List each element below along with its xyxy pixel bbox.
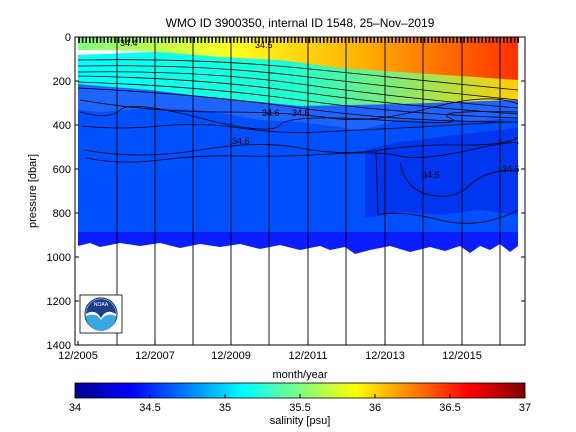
x-tick-label: 12/2005 bbox=[58, 350, 98, 362]
contour-line bbox=[77, 75, 519, 115]
colorbar-label: salinity [psu] bbox=[270, 415, 331, 427]
contour-label: 34.5 bbox=[255, 40, 273, 50]
contour-label: 34.5 bbox=[502, 164, 520, 174]
contour-line bbox=[77, 71, 519, 109]
y-tick-label: 1000 bbox=[47, 252, 71, 264]
colorbar-tick-label: 35.5 bbox=[289, 402, 310, 414]
contour-line bbox=[399, 161, 519, 197]
salinity-surface-band bbox=[78, 37, 518, 80]
contour-label: 34.4 bbox=[120, 38, 138, 48]
contour-line bbox=[83, 137, 519, 156]
x-tick-label: 12/2009 bbox=[211, 350, 251, 362]
y-axis-label: pressure [dbar] bbox=[27, 154, 39, 228]
contour-line bbox=[77, 65, 519, 101]
x-axis-label: month/year bbox=[272, 369, 327, 381]
colorbar-tick-label: 37 bbox=[519, 402, 531, 414]
logo-text: NOAA bbox=[94, 302, 109, 308]
colorbar-tick-label: 36 bbox=[369, 402, 381, 414]
contour-line bbox=[77, 59, 519, 91]
chart-title: WMO ID 3900350, internal ID 1548, 25–Nov… bbox=[166, 16, 435, 30]
x-tick-label: 12/2007 bbox=[135, 350, 175, 362]
contour-lines bbox=[77, 59, 519, 224]
plot-area: 34.6 34.6 34.6 34.5 34.5 34.4 34.5 bbox=[75, 37, 525, 345]
contour-line bbox=[85, 142, 519, 163]
x-tick-label: 12/2015 bbox=[442, 350, 482, 362]
colorbar-tick-label: 35 bbox=[219, 402, 231, 414]
y-tick-label: 1200 bbox=[47, 296, 71, 308]
y-tick-label: 200 bbox=[53, 76, 71, 88]
contour-line bbox=[79, 106, 519, 130]
contour-label: 34.6 bbox=[262, 108, 280, 118]
x-axis: 12/2005 12/2007 12/2009 12/2011 12/2013 12/20… bbox=[58, 341, 482, 362]
y-tick-label: 400 bbox=[53, 120, 71, 132]
logo-sky bbox=[86, 299, 116, 318]
y-tick-label: 1400 bbox=[47, 340, 71, 352]
contour-labels: 34.6 34.6 34.6 34.5 34.5 34.4 34.5 bbox=[120, 38, 520, 180]
noaa-logo: NOAA bbox=[79, 294, 123, 334]
profile-lines bbox=[116, 37, 501, 345]
contour-label: 34.6 bbox=[292, 108, 310, 118]
contour-line bbox=[81, 121, 519, 133]
salinity-deep-fill bbox=[78, 230, 518, 254]
colorbar-axis: 34 34.5 35 35.5 36 36.5 37 bbox=[69, 394, 531, 414]
y-tick-label: 600 bbox=[53, 164, 71, 176]
contour-label: 34.6 bbox=[232, 136, 250, 146]
colorbar-tick-label: 36.5 bbox=[439, 402, 460, 414]
profile-markers bbox=[78, 37, 520, 43]
logo-wave bbox=[86, 314, 116, 331]
contour-line bbox=[375, 149, 519, 224]
y-axis: 0 200 400 600 800 1000 1200 1400 bbox=[47, 32, 525, 352]
x-tick-label: 12/2011 bbox=[289, 350, 328, 362]
plot-frame bbox=[74, 36, 526, 346]
colorbar-tick-label: 34 bbox=[69, 402, 81, 414]
y-tick-label: 800 bbox=[53, 208, 71, 220]
contour-line bbox=[77, 87, 519, 123]
colorbar-tick-label: 34.5 bbox=[139, 402, 160, 414]
contour-label: 34.5 bbox=[422, 170, 440, 180]
x-tick-label: 12/2013 bbox=[365, 350, 405, 362]
y-tick-label: 0 bbox=[65, 32, 71, 44]
salinity-low-core bbox=[365, 128, 518, 218]
